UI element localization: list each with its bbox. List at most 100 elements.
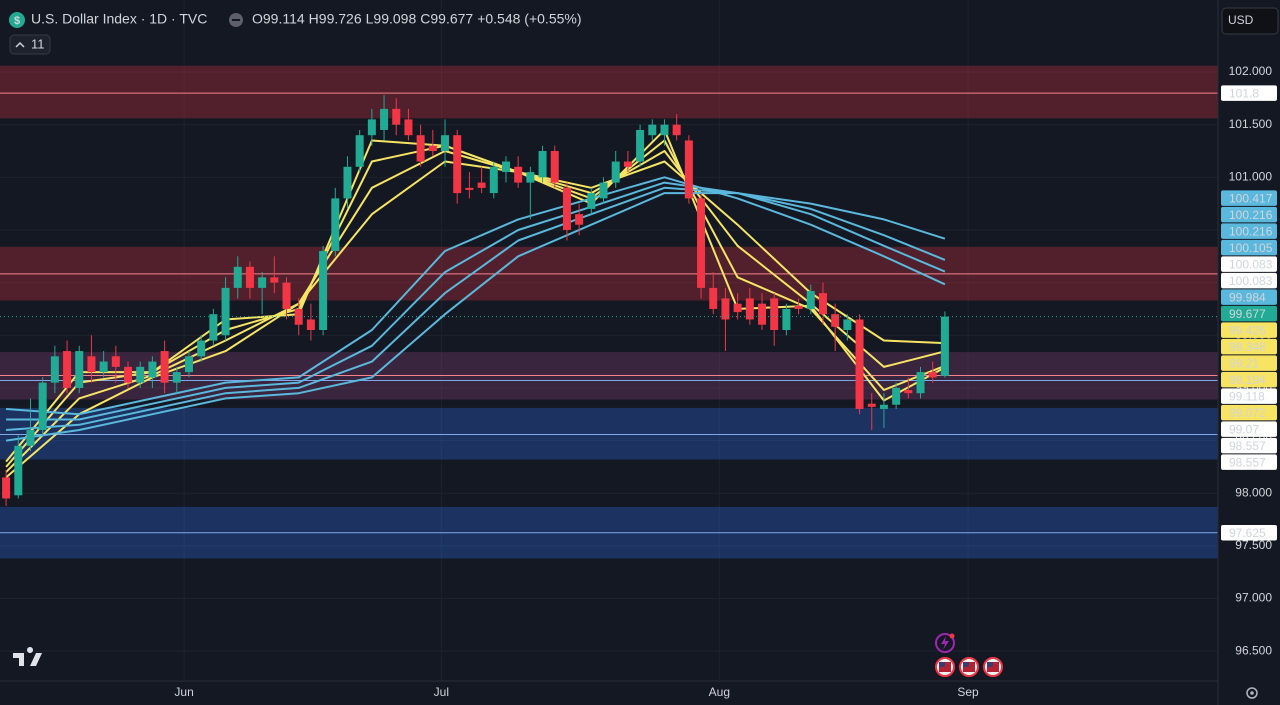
candle-body bbox=[916, 372, 925, 394]
price-label-bg bbox=[1221, 85, 1277, 101]
indicators-button[interactable] bbox=[9, 34, 51, 55]
candle-body bbox=[489, 166, 498, 194]
candle-body bbox=[733, 303, 742, 313]
y-tick-label: 98.000 bbox=[1235, 485, 1272, 499]
price-label: 97.625 bbox=[1229, 526, 1266, 540]
candle-body bbox=[148, 361, 157, 378]
price-label-bg bbox=[1221, 388, 1277, 404]
price-label-bg bbox=[1221, 454, 1277, 470]
header-text: C bbox=[420, 11, 430, 27]
gear[interactable] bbox=[1246, 687, 1258, 699]
zones bbox=[0, 65, 1218, 559]
currency-box[interactable] bbox=[1221, 7, 1279, 35]
price-label: 98.557 bbox=[1229, 455, 1266, 469]
settings[interactable] bbox=[1246, 687, 1258, 699]
y-tick-label: 96.500 bbox=[1235, 643, 1272, 657]
candle-body bbox=[75, 351, 84, 388]
candle-body bbox=[648, 124, 657, 136]
candle-body bbox=[197, 340, 206, 357]
candle-body bbox=[245, 266, 254, 288]
candle-body bbox=[745, 298, 754, 320]
price-label-bg bbox=[1221, 524, 1277, 541]
y-tick-label: 97.500 bbox=[1235, 538, 1272, 552]
candle-body bbox=[465, 187, 474, 190]
candle-body bbox=[575, 214, 584, 225]
lightning bbox=[941, 636, 949, 650]
chevron bbox=[15, 41, 25, 48]
price-label: 100.417 bbox=[1229, 191, 1273, 205]
price-label-bg bbox=[1221, 223, 1277, 239]
header-text: 99.677 bbox=[430, 11, 473, 27]
x-tick-label: Aug bbox=[709, 685, 730, 699]
y-tick-label: 101.000 bbox=[1229, 169, 1273, 183]
candle-body bbox=[172, 372, 181, 383]
candle-body bbox=[392, 108, 401, 125]
candle-body bbox=[453, 135, 462, 194]
price-label: 100.105 bbox=[1229, 241, 1273, 255]
candle-body bbox=[331, 198, 340, 252]
price-label: 99.118 bbox=[1229, 389, 1265, 403]
price-label: 98.557 bbox=[1229, 439, 1266, 453]
tradingview-logo[interactable] bbox=[13, 647, 42, 666]
candle-body bbox=[270, 277, 279, 283]
candle-body bbox=[258, 277, 267, 288]
x-tick-label: Jul bbox=[434, 685, 449, 699]
candle-body bbox=[343, 166, 352, 199]
candle-body bbox=[209, 314, 218, 341]
moving-average bbox=[6, 186, 946, 431]
price-label-bg bbox=[1221, 322, 1277, 338]
price-label-bg bbox=[1221, 371, 1277, 388]
candle-body bbox=[50, 356, 59, 383]
candle-body bbox=[367, 119, 376, 136]
grid bbox=[0, 0, 1218, 680]
candle-body bbox=[721, 298, 730, 320]
candle-body bbox=[38, 382, 47, 431]
price-label: 99.677 bbox=[1229, 307, 1266, 321]
header-text: 99.114 bbox=[263, 11, 305, 27]
candle-body bbox=[294, 308, 303, 325]
events[interactable] bbox=[935, 633, 1003, 677]
candle-body bbox=[319, 251, 328, 330]
price-label-bg bbox=[1221, 190, 1277, 206]
candle-body bbox=[136, 366, 145, 383]
status-icon-glyph bbox=[232, 19, 240, 21]
logo-shape bbox=[13, 647, 42, 666]
candle-body bbox=[709, 287, 718, 309]
candle-body bbox=[758, 303, 767, 325]
candle-body bbox=[770, 298, 779, 330]
price-label-bg bbox=[1221, 289, 1277, 305]
price-label-bg bbox=[1221, 437, 1277, 454]
header-text: 99.726 bbox=[319, 11, 362, 27]
candle-body bbox=[233, 266, 242, 288]
candle-body bbox=[355, 135, 364, 167]
price-label-bg bbox=[1221, 338, 1277, 355]
candle-body bbox=[526, 172, 535, 183]
candle-body bbox=[806, 291, 815, 309]
candle-body bbox=[282, 282, 291, 309]
price-label: 99.072 bbox=[1229, 406, 1266, 420]
price-label: 99.194 bbox=[1229, 373, 1266, 387]
price-label: 101.8 bbox=[1229, 86, 1259, 100]
candle-body bbox=[623, 161, 632, 167]
candle-body bbox=[514, 166, 523, 183]
header: $ U.S. Dollar Index · 1D · TVC O 99.114 H 99… bbox=[9, 11, 582, 28]
price-label: 99.07 bbox=[1229, 422, 1259, 436]
moving-average bbox=[6, 176, 946, 416]
currency-button[interactable]: USD bbox=[1221, 7, 1279, 35]
y-tick-label: 102.000 bbox=[1229, 64, 1273, 78]
price-label: 99.984 bbox=[1229, 290, 1266, 304]
candle-body bbox=[843, 319, 852, 330]
symbol-icon-glyph: $ bbox=[14, 15, 20, 27]
price-label: 100.216 bbox=[1229, 208, 1273, 222]
indicators-toggle[interactable]: 11 bbox=[9, 34, 51, 55]
candle-body bbox=[562, 187, 571, 230]
candle-body bbox=[940, 316, 949, 376]
event-dot bbox=[949, 633, 955, 639]
candle-body bbox=[818, 293, 827, 315]
header-text: U.S. Dollar Index · 1D · TVC bbox=[31, 11, 207, 27]
candle-body bbox=[697, 198, 706, 288]
candle-body bbox=[611, 161, 620, 183]
price-label-bg bbox=[1221, 421, 1277, 437]
